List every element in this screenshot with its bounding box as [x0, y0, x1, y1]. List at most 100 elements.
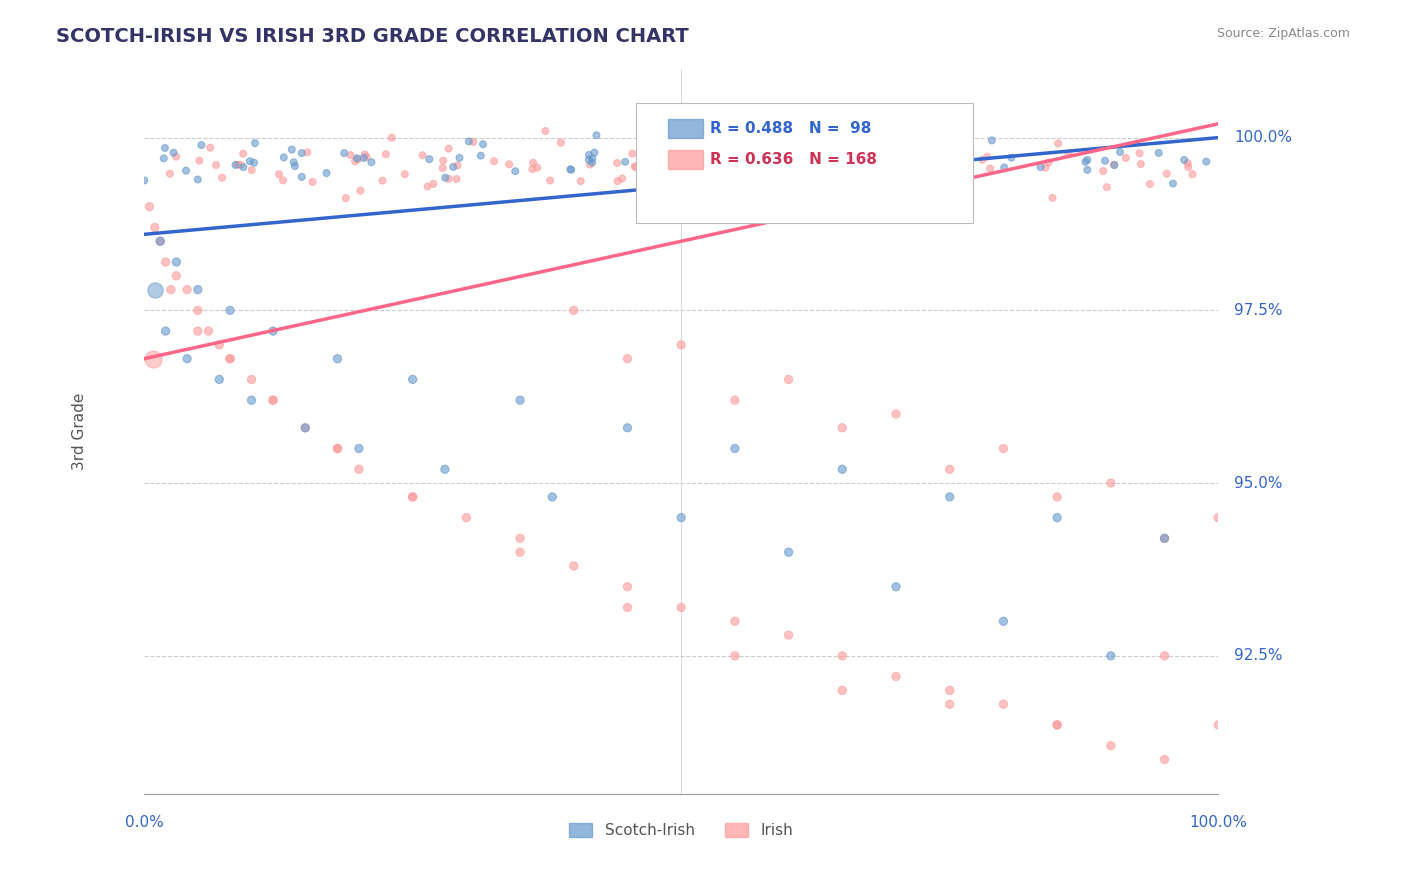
- Point: [709, 151, 731, 165]
- Point: [606, 174, 628, 188]
- Point: [446, 172, 468, 186]
- Point: [875, 151, 897, 165]
- Point: [585, 128, 607, 143]
- Point: [401, 490, 423, 504]
- Point: [560, 162, 582, 177]
- Point: [831, 421, 853, 435]
- Point: [509, 393, 531, 408]
- Point: [637, 151, 659, 165]
- Point: [401, 490, 423, 504]
- Point: [727, 171, 749, 186]
- Point: [347, 153, 370, 167]
- Point: [831, 155, 853, 169]
- Point: [911, 139, 934, 153]
- Point: [437, 142, 460, 156]
- Point: [579, 158, 602, 172]
- Point: [526, 161, 548, 175]
- Point: [1046, 718, 1069, 732]
- Point: [763, 144, 786, 158]
- Point: [581, 152, 603, 166]
- Point: [907, 152, 929, 166]
- Point: [884, 669, 907, 683]
- Point: [381, 130, 404, 145]
- Point: [569, 174, 592, 188]
- Point: [349, 184, 371, 198]
- Point: [262, 393, 284, 408]
- Point: [301, 175, 323, 189]
- Point: [273, 150, 295, 164]
- Point: [1206, 510, 1229, 524]
- Point: [394, 167, 416, 181]
- Point: [658, 162, 681, 177]
- Point: [240, 393, 263, 408]
- Point: [869, 128, 891, 142]
- Point: [432, 161, 454, 175]
- Text: 97.5%: 97.5%: [1234, 303, 1282, 318]
- Point: [1104, 158, 1126, 172]
- Point: [1042, 191, 1064, 205]
- Point: [993, 614, 1015, 628]
- Text: 92.5%: 92.5%: [1234, 648, 1282, 664]
- Point: [538, 173, 561, 187]
- Point: [371, 174, 394, 188]
- Point: [616, 421, 638, 435]
- Point: [884, 407, 907, 421]
- Point: [149, 234, 172, 248]
- Point: [200, 141, 222, 155]
- Point: [229, 158, 252, 172]
- Point: [267, 167, 290, 181]
- Point: [749, 158, 772, 172]
- Point: [876, 147, 898, 161]
- Point: [1038, 155, 1060, 169]
- Point: [1076, 163, 1098, 178]
- Point: [876, 161, 898, 176]
- Point: [1099, 739, 1122, 753]
- Point: [155, 324, 177, 338]
- Point: [578, 153, 600, 167]
- Point: [441, 160, 464, 174]
- Point: [353, 151, 375, 165]
- Point: [432, 153, 454, 168]
- Point: [614, 154, 637, 169]
- Point: [1139, 177, 1161, 191]
- Point: [1099, 476, 1122, 491]
- Point: [714, 130, 737, 145]
- Point: [226, 158, 249, 172]
- Point: [1109, 145, 1132, 159]
- Point: [831, 648, 853, 663]
- Point: [205, 158, 228, 172]
- Point: [583, 145, 606, 160]
- Text: 95.0%: 95.0%: [1234, 475, 1282, 491]
- Point: [219, 351, 242, 366]
- Point: [912, 158, 935, 172]
- Point: [733, 139, 755, 153]
- Point: [240, 163, 263, 178]
- Point: [717, 161, 740, 175]
- Point: [541, 490, 564, 504]
- Point: [1173, 153, 1195, 167]
- Point: [935, 151, 957, 165]
- Point: [884, 580, 907, 594]
- Point: [232, 146, 254, 161]
- Point: [624, 160, 647, 174]
- Point: [143, 220, 166, 235]
- Point: [333, 146, 356, 161]
- Point: [224, 158, 246, 172]
- Point: [865, 173, 887, 187]
- Point: [939, 145, 962, 160]
- Text: R = 0.636   N = 168: R = 0.636 N = 168: [710, 153, 877, 167]
- Point: [621, 146, 644, 161]
- Text: R = 0.488   N =  98: R = 0.488 N = 98: [710, 121, 872, 136]
- Point: [291, 169, 314, 184]
- Point: [509, 545, 531, 559]
- Point: [165, 268, 187, 283]
- Point: [851, 153, 873, 168]
- Point: [412, 148, 434, 162]
- Point: [418, 152, 440, 166]
- Point: [294, 421, 316, 435]
- Point: [652, 169, 675, 183]
- Point: [187, 303, 209, 318]
- Point: [1047, 136, 1070, 151]
- Point: [993, 697, 1015, 711]
- Point: [1156, 167, 1178, 181]
